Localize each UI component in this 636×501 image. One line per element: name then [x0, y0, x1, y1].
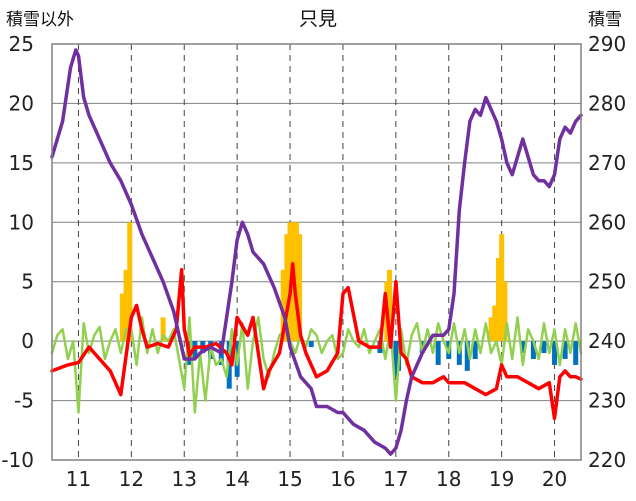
positive-bar: [119, 293, 125, 342]
positive-bar: [127, 222, 133, 342]
x-tick-label: 17: [383, 467, 408, 491]
negative-bar: [530, 341, 536, 359]
x-tick-label: 16: [330, 467, 355, 491]
positive-bar: [502, 281, 508, 342]
positive-bar: [160, 317, 166, 342]
negative-bar: [562, 341, 568, 359]
positive-bar: [387, 269, 393, 342]
positive-bar: [499, 234, 505, 342]
x-tick-label: 14: [224, 467, 249, 491]
negative-bar: [308, 341, 314, 348]
y-right-tick-label: 220: [588, 448, 626, 472]
y-right-tick-label: 240: [588, 329, 626, 353]
positive-bar: [293, 222, 299, 342]
left-axis-label: 積雪以外: [6, 10, 74, 30]
right-axis-label: 積雪: [588, 10, 622, 30]
plot-frame: [51, 43, 582, 461]
x-tick-label: 13: [172, 467, 197, 491]
y-left-tick-label: 10: [9, 210, 34, 234]
negative-bar: [464, 341, 470, 371]
negative-bar: [541, 341, 547, 354]
positive-bar: [280, 269, 286, 342]
y-left-tick-label: -5: [14, 389, 34, 413]
bars-group: [119, 222, 579, 389]
series-line-snow-change: [50, 316, 583, 414]
positive-bar: [495, 257, 501, 342]
series-line-temperature: [50, 262, 583, 421]
y-left-tick-label: -10: [1, 448, 34, 472]
y-left-tick-label: 20: [9, 91, 34, 115]
y-left-tick-label: 0: [21, 329, 34, 353]
y-right-tick-label: 260: [588, 210, 626, 234]
negative-bar: [226, 341, 232, 389]
x-tick-label: 15: [277, 467, 302, 491]
positive-bar: [492, 305, 498, 342]
negative-bar: [552, 341, 558, 365]
x-tick-label: 11: [66, 467, 91, 491]
x-tick-label: 19: [489, 467, 514, 491]
negative-bar: [472, 341, 478, 359]
y-right-tick-label: 230: [588, 389, 626, 413]
x-tick-label: 18: [436, 467, 461, 491]
y-right-tick-label: 270: [588, 151, 626, 175]
negative-bar: [393, 341, 399, 377]
axes-group: 11 12 13 14 15 16 17 18 19 20 -10 -5 0 5 10 15 20 25 220 23…: [1, 32, 626, 491]
positive-bar: [297, 234, 303, 342]
negative-bar: [573, 341, 579, 365]
negative-bar: [435, 341, 441, 365]
y-left-tick-label: 5: [21, 270, 34, 294]
positive-bar: [123, 269, 129, 342]
positive-bar: [284, 234, 290, 342]
x-tick-label: 20: [542, 467, 567, 491]
y-left-tick-label: 15: [9, 151, 34, 175]
y-right-tick-label: 250: [588, 270, 626, 294]
series-line-snow-depth: [50, 48, 583, 456]
y-right-tick-label: 280: [588, 91, 626, 115]
negative-bar: [520, 341, 526, 354]
y-right-tick-label: 290: [588, 32, 626, 56]
y-left-tick-label: 25: [9, 32, 34, 56]
lines-group: [50, 48, 583, 456]
x-tick-label: 12: [119, 467, 144, 491]
positive-bar: [488, 317, 494, 342]
chart-title: 只見: [299, 8, 337, 30]
